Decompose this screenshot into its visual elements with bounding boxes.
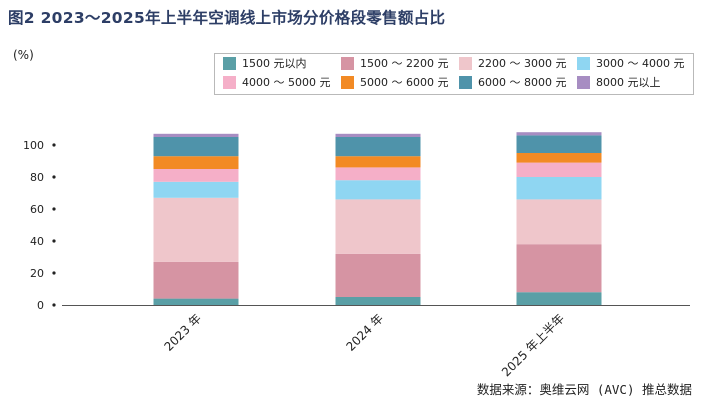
- bar-segment: [516, 199, 602, 245]
- bar-segment: [335, 167, 421, 181]
- bar-segment: [335, 133, 421, 137]
- legend-label: 4000 ～ 5000 元: [242, 76, 331, 89]
- y-tick-mark: [52, 207, 56, 211]
- y-tick-mark: [52, 175, 56, 179]
- x-tick-label: 2024 年: [343, 311, 386, 354]
- bar-segment: [335, 137, 421, 157]
- bar-segment: [335, 199, 421, 254]
- bar-segment: [153, 169, 239, 182]
- legend-item: 4000 ～ 5000 元: [223, 76, 330, 89]
- legend-item: 1500 元以内: [223, 57, 307, 70]
- bar-segment: [516, 162, 602, 177]
- y-tick-label: 60: [30, 203, 44, 216]
- legend-swatch: [459, 57, 472, 70]
- y-tick-label: 100: [23, 139, 44, 152]
- legend-label: 5000 ～ 6000 元: [360, 76, 449, 89]
- legend-label: 3000 ～ 4000 元: [596, 57, 685, 70]
- bar-segment: [153, 197, 239, 262]
- legend-label: 1500 ～ 2200 元: [360, 57, 449, 70]
- legend-item: 1500 ～ 2200 元: [341, 57, 448, 70]
- legend-label: 1500 元以内: [242, 57, 307, 70]
- bar-segment: [516, 244, 602, 293]
- y-tick-mark: [52, 239, 56, 243]
- legend-swatch: [459, 76, 472, 89]
- legend-swatch: [341, 76, 354, 89]
- legend-swatch: [577, 76, 590, 89]
- bar-segment: [153, 133, 239, 137]
- y-tick-label: 0: [37, 299, 44, 312]
- legend-swatch: [341, 57, 354, 70]
- y-tick-label: 20: [30, 267, 44, 280]
- bar-segment: [335, 297, 421, 305]
- bar-segment: [153, 137, 239, 157]
- x-tick-label: 2025 年上半年: [499, 311, 567, 379]
- bar-segment: [516, 153, 602, 163]
- y-axis-unit: (%): [13, 48, 34, 62]
- y-tick-mark: [52, 143, 56, 147]
- legend-swatch: [223, 76, 236, 89]
- legend-label: 8000 元以上: [596, 76, 661, 89]
- bar-segment: [335, 253, 421, 297]
- legend-item: 3000 ～ 4000 元: [577, 57, 684, 70]
- bar-segment: [153, 261, 239, 299]
- bar-segment: [153, 298, 239, 305]
- y-tick-mark: [52, 303, 56, 307]
- bar-segment: [153, 156, 239, 169]
- y-tick-mark: [52, 271, 56, 275]
- legend-swatch: [223, 57, 236, 70]
- legend-item: 5000 ～ 6000 元: [341, 76, 448, 89]
- legend-label: 6000 ～ 8000 元: [478, 76, 567, 89]
- y-tick-label: 40: [30, 235, 44, 248]
- bar-segment: [516, 135, 602, 153]
- legend-item: 8000 元以上: [577, 76, 661, 89]
- x-tick-label: 2023 年: [161, 311, 204, 354]
- bar-segment: [153, 181, 239, 198]
- legend-swatch: [577, 57, 590, 70]
- legend-label: 2200 ～ 3000 元: [478, 57, 567, 70]
- legend-item: 6000 ～ 8000 元: [459, 76, 566, 89]
- bar-segment: [516, 177, 602, 200]
- legend: 1500 元以内 1500 ～ 2200 元 2200 ～ 3000 元 3000 ～…: [214, 53, 694, 95]
- bar-segment: [335, 156, 421, 168]
- bar-segment: [335, 180, 421, 200]
- data-source: 数据来源：奥维云网 (AVC) 推总数据: [476, 382, 692, 397]
- y-tick-label: 80: [30, 171, 44, 184]
- legend-item: 2200 ～ 3000 元: [459, 57, 566, 70]
- bar-segment: [516, 292, 602, 305]
- chart-title: 图2 2023～2025年上半年空调线上市场分价格段零售额占比: [8, 9, 446, 27]
- bar-segment: [516, 132, 602, 136]
